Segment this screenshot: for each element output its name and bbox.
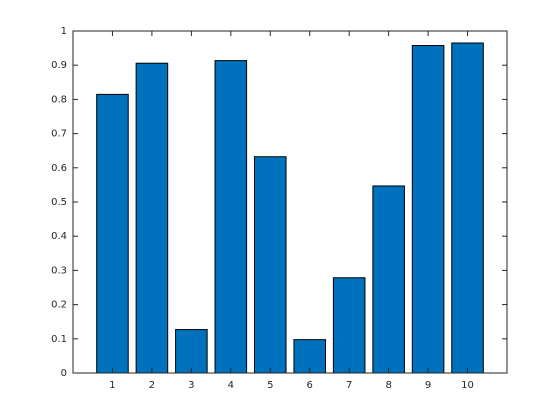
y-tick-label: 0.4 <box>51 231 67 242</box>
y-tick-label: 0 <box>61 368 67 379</box>
y-tick-label: 1 <box>61 26 67 37</box>
bar <box>175 329 208 374</box>
x-tick-label: 1 <box>109 380 115 391</box>
x-tick-label: 9 <box>425 380 431 391</box>
bar <box>96 93 129 374</box>
y-tick-label: 0.9 <box>51 60 67 71</box>
bar <box>293 339 327 374</box>
y-tick-label: 0.1 <box>51 334 67 345</box>
y-tick-label: 0.5 <box>51 197 67 208</box>
x-tick-label: 8 <box>385 380 391 391</box>
bar <box>135 62 169 374</box>
y-tick-label: 0.8 <box>51 94 67 105</box>
bar <box>332 277 366 374</box>
y-tick-label: 0.2 <box>51 300 67 311</box>
y-tick-label: 0.3 <box>51 265 67 276</box>
bar <box>253 156 287 374</box>
x-tick-label: 4 <box>228 380 234 391</box>
x-tick-label: 3 <box>188 380 194 391</box>
bar <box>214 60 248 374</box>
y-tick-label: 0.7 <box>51 129 67 140</box>
bar <box>451 42 484 374</box>
x-tick-label: 5 <box>267 380 273 391</box>
x-tick-label: 2 <box>149 380 155 391</box>
y-tick-label: 0.6 <box>51 163 67 174</box>
x-tick-label: 6 <box>307 380 313 391</box>
bar <box>372 185 405 374</box>
x-tick-label: 10 <box>461 380 474 391</box>
x-tick-label: 7 <box>346 380 352 391</box>
bar <box>411 45 445 374</box>
